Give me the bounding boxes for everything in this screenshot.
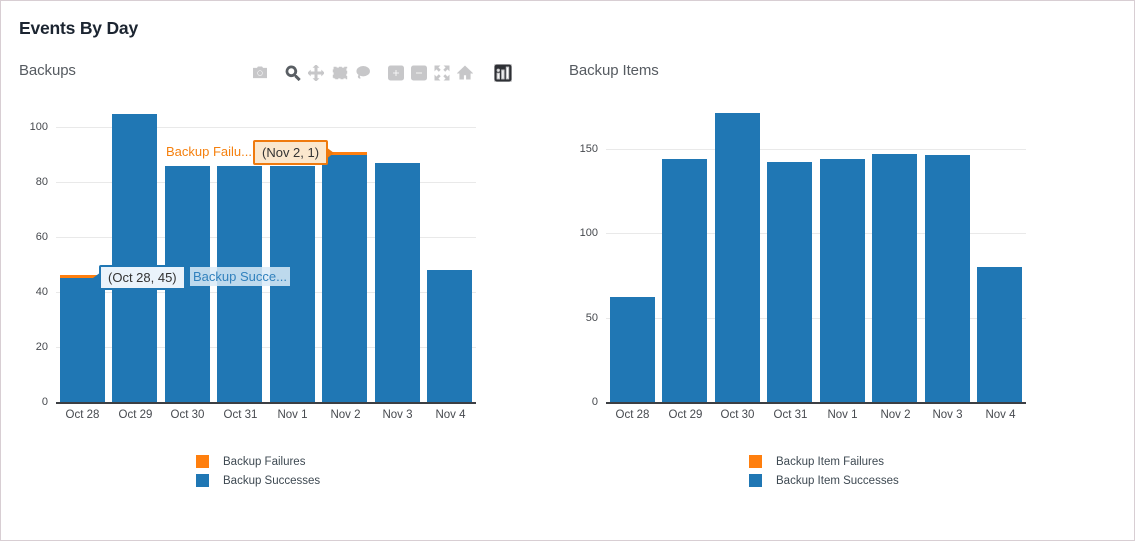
bar-segment[interactable] bbox=[322, 155, 367, 402]
bar-segment[interactable] bbox=[820, 159, 865, 402]
reset-home-icon[interactable] bbox=[455, 64, 474, 83]
legend-item[interactable]: Backup Successes bbox=[196, 474, 320, 487]
gridline bbox=[56, 127, 476, 128]
bar-segment[interactable] bbox=[60, 278, 105, 402]
legend-item[interactable]: Backup Item Successes bbox=[749, 474, 899, 487]
gridline bbox=[56, 182, 476, 183]
hover-label-failures-trace: Backup Failu... bbox=[163, 142, 255, 161]
bar-segment[interactable] bbox=[977, 267, 1022, 402]
legend-swatch bbox=[196, 455, 209, 468]
legend-swatch bbox=[196, 474, 209, 487]
gridline bbox=[606, 149, 1026, 150]
x-tick-label: Oct 28 bbox=[615, 409, 650, 421]
legend-label: Backup Item Failures bbox=[776, 455, 885, 468]
x-tick-label: Oct 29 bbox=[668, 409, 703, 421]
x-tick-label: Nov 4 bbox=[435, 409, 466, 421]
zoom-in-icon[interactable] bbox=[386, 64, 405, 83]
backups-chart-title: Backups bbox=[19, 62, 76, 79]
legend-item[interactable]: Backup Item Failures bbox=[749, 455, 884, 468]
pan-icon[interactable] bbox=[306, 64, 325, 83]
hover-successes-value-text: (Oct 28, 45) bbox=[108, 270, 177, 285]
x-tick-label: Oct 30 bbox=[720, 409, 755, 421]
y-tick-label: 80 bbox=[35, 176, 48, 188]
bar-segment[interactable] bbox=[715, 113, 760, 402]
page-title: Events By Day bbox=[19, 18, 138, 38]
x-tick-label: Oct 31 bbox=[223, 409, 258, 421]
gridline bbox=[606, 233, 1026, 234]
x-tick-label: Nov 4 bbox=[985, 409, 1016, 421]
y-tick-label: 50 bbox=[585, 312, 598, 324]
legend-label: Backup Successes bbox=[223, 474, 321, 487]
bar-segment[interactable] bbox=[375, 163, 420, 402]
backup-items-chart-title: Backup Items bbox=[569, 62, 659, 79]
x-tick-label: Oct 31 bbox=[773, 409, 808, 421]
plotly-logo-icon[interactable] bbox=[493, 64, 512, 83]
y-tick-label: 100 bbox=[579, 227, 598, 239]
gridline bbox=[56, 347, 476, 348]
hover-label-successes-trace: Backup Succe... bbox=[190, 267, 290, 286]
bar-segment[interactable] bbox=[925, 155, 970, 402]
x-tick-label: Oct 29 bbox=[118, 409, 153, 421]
y-tick-label: 0 bbox=[591, 396, 598, 408]
bar-segment[interactable] bbox=[427, 270, 472, 402]
hover-arrow-right-icon bbox=[326, 146, 335, 159]
bar-segment[interactable] bbox=[322, 152, 367, 155]
plot-modebar bbox=[250, 63, 512, 83]
gridline bbox=[56, 292, 476, 293]
gridline bbox=[606, 318, 1026, 319]
bar-segment[interactable] bbox=[872, 154, 917, 402]
y-tick-label: 0 bbox=[41, 396, 48, 408]
x-axis-line bbox=[56, 402, 476, 404]
x-tick-label: Nov 1 bbox=[827, 409, 858, 421]
lasso-select-icon[interactable] bbox=[353, 64, 372, 83]
hover-arrow-left-icon bbox=[93, 271, 101, 284]
x-tick-label: Nov 1 bbox=[277, 409, 308, 421]
hover-label-failures-value: (Nov 2, 1) bbox=[253, 140, 335, 165]
y-tick-label: 60 bbox=[35, 231, 48, 243]
gridline bbox=[56, 237, 476, 238]
hover-label-successes-value: (Oct 28, 45) bbox=[93, 265, 186, 290]
bar-segment[interactable] bbox=[610, 297, 655, 402]
y-tick-label: 150 bbox=[579, 143, 598, 155]
box-select-icon[interactable] bbox=[330, 64, 349, 83]
zoom-icon[interactable] bbox=[283, 64, 302, 83]
legend-swatch bbox=[749, 474, 762, 487]
autoscale-icon[interactable] bbox=[432, 64, 451, 83]
hover-failures-value-text: (Nov 2, 1) bbox=[262, 145, 320, 160]
y-tick-label: 20 bbox=[35, 341, 48, 353]
legend-item[interactable]: Backup Failures bbox=[196, 455, 305, 468]
x-tick-label: Nov 2 bbox=[880, 409, 911, 421]
bar-segment[interactable] bbox=[60, 275, 105, 278]
legend-swatch bbox=[749, 455, 762, 468]
bar-segment[interactable] bbox=[662, 159, 707, 402]
legend-label: Backup Failures bbox=[223, 455, 306, 468]
x-tick-label: Nov 3 bbox=[932, 409, 963, 421]
x-tick-label: Nov 3 bbox=[382, 409, 413, 421]
legend-label: Backup Item Successes bbox=[776, 474, 899, 487]
y-tick-label: 100 bbox=[29, 121, 48, 133]
x-tick-label: Oct 30 bbox=[170, 409, 205, 421]
x-tick-label: Nov 2 bbox=[330, 409, 361, 421]
bar-segment[interactable] bbox=[112, 114, 157, 402]
x-tick-label: Oct 28 bbox=[65, 409, 100, 421]
y-tick-label: 40 bbox=[35, 286, 48, 298]
camera-icon[interactable] bbox=[250, 64, 269, 83]
zoom-out-icon[interactable] bbox=[409, 64, 428, 83]
bar-segment[interactable] bbox=[767, 162, 812, 402]
x-axis-line bbox=[606, 402, 1026, 404]
